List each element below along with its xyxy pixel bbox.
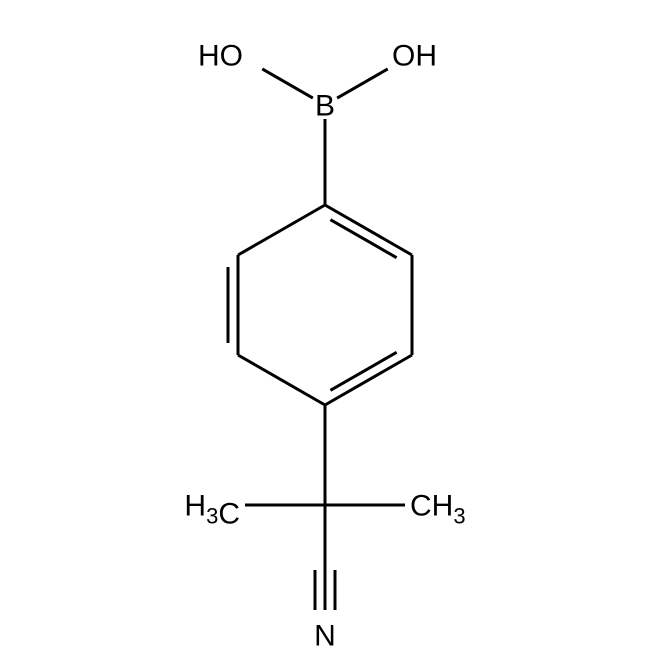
molecular-structure-diagram: HO OH B H3C CH3 N [0, 0, 650, 650]
atom-label-n: N [314, 620, 336, 650]
atom-label-b: B [315, 90, 335, 123]
bond [228, 255, 238, 355]
atom-label-me_right: CH3 [410, 490, 466, 529]
atom-label-oh_left: HO [198, 40, 243, 73]
atom-label-oh_right: OH [392, 40, 437, 73]
atom-label-me_left: H3C [184, 490, 240, 531]
bond [325, 352, 412, 405]
bond [325, 205, 412, 258]
bond [238, 205, 325, 255]
bond [262, 69, 313, 98]
bond [315, 570, 335, 610]
bond [337, 69, 388, 98]
bond [238, 355, 325, 405]
